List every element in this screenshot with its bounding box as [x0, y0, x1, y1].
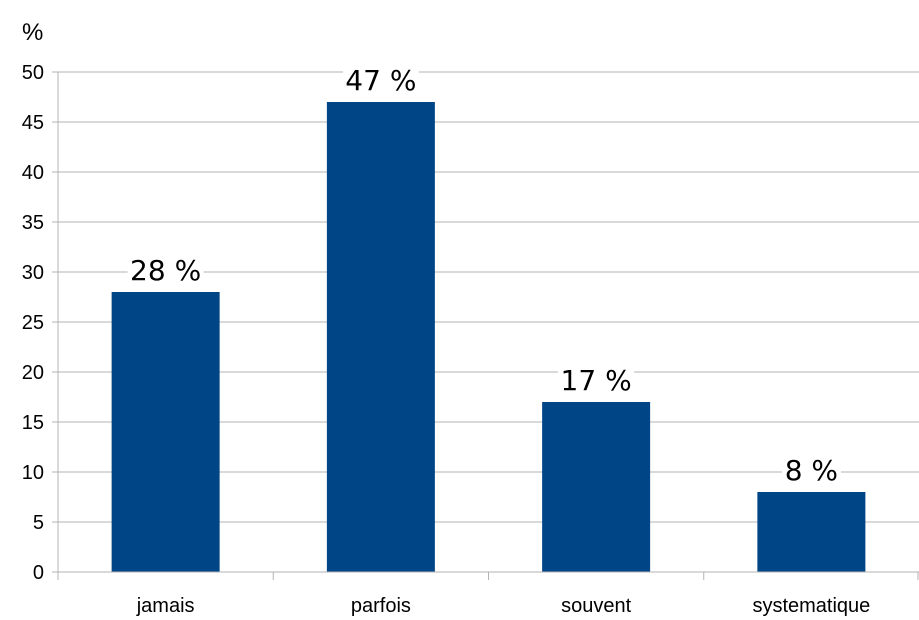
- data-label: 8 %: [785, 454, 838, 487]
- y-tick-label: 40: [22, 162, 44, 184]
- y-tick-label: 5: [33, 512, 44, 534]
- x-category-label: systematique: [752, 595, 870, 617]
- data-label: 17 %: [561, 364, 632, 397]
- data-label-background: [127, 252, 204, 286]
- data-label-background: [558, 362, 635, 396]
- y-tick-label: 10: [22, 462, 44, 484]
- x-category-label: souvent: [561, 595, 631, 617]
- y-tick-label: 50: [22, 62, 44, 84]
- x-category-label: parfois: [351, 595, 411, 617]
- y-tick-label: 25: [22, 312, 44, 334]
- y-tick-label: 15: [22, 412, 44, 434]
- data-label: 47 %: [345, 64, 416, 97]
- y-axis: 0 5 10 15 20 25 30 35 40 45 50: [22, 62, 59, 584]
- y-tick-label: 0: [33, 562, 44, 584]
- y-tick-label: 45: [22, 112, 44, 134]
- y-axis-unit-label: %: [22, 19, 43, 46]
- bar-jamais: [111, 292, 220, 572]
- bar-souvent: [542, 402, 651, 572]
- y-tick-label: 20: [22, 362, 44, 384]
- y-tick-label: 30: [22, 262, 44, 284]
- bars: [111, 102, 866, 572]
- x-category-label: jamais: [136, 595, 195, 617]
- data-label: 28 %: [130, 254, 201, 287]
- y-tick-label: 35: [22, 212, 44, 234]
- x-axis: jamais parfois souvent systematique: [57, 571, 919, 617]
- bar-parfois: [326, 102, 435, 572]
- data-labels: 28 % 47 % 17 % 8 %: [127, 62, 841, 487]
- data-label-background: [342, 62, 419, 96]
- data-label-background: [781, 452, 841, 486]
- bar-systematique: [757, 492, 866, 572]
